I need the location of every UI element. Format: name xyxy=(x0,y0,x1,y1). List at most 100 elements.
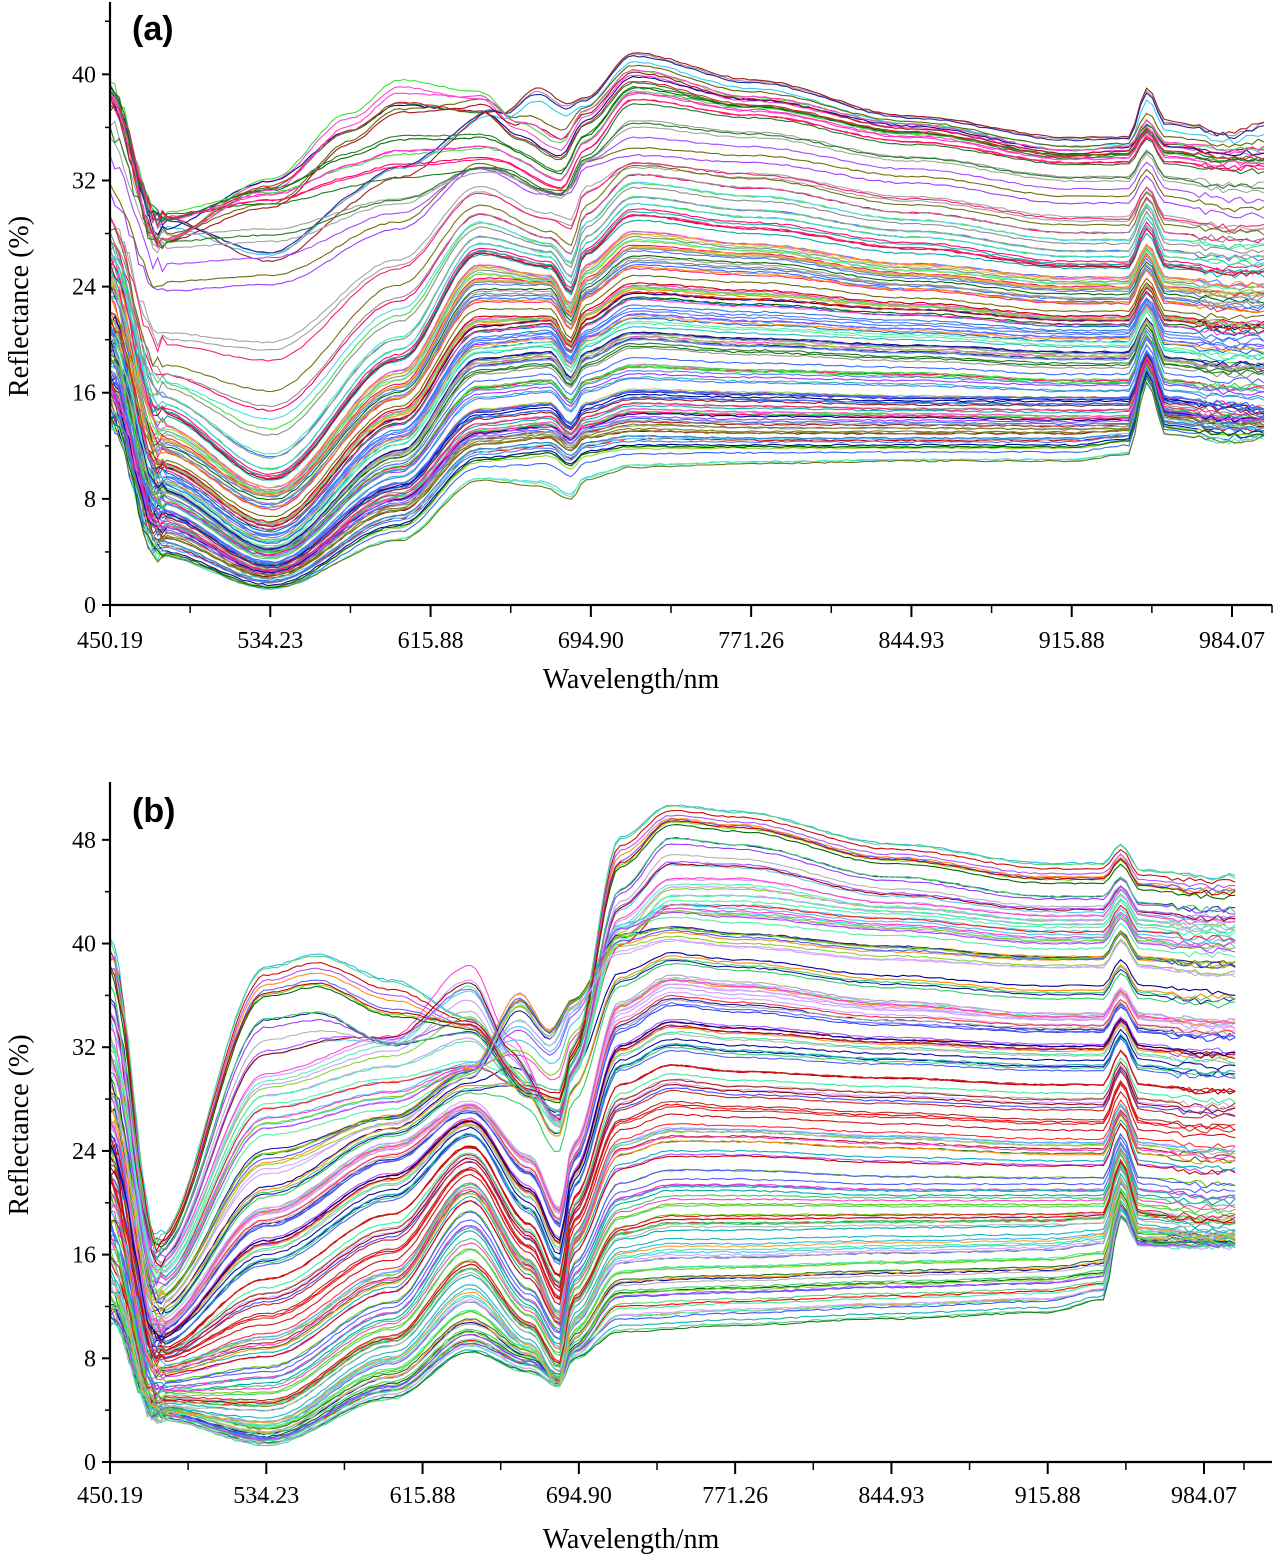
spectrum-line xyxy=(110,1066,1236,1360)
spectrum-line xyxy=(110,356,1265,572)
spectrum-line xyxy=(110,344,1265,564)
spectrum-line xyxy=(110,310,1265,547)
spectrum-line xyxy=(110,1122,1236,1379)
spectrum-line xyxy=(110,255,1265,501)
spectrum-line xyxy=(110,1199,1236,1435)
x-tick-label: 771.26 xyxy=(718,628,784,654)
y-axis-title: Reflectance (%) xyxy=(4,216,35,397)
spectrum-line xyxy=(110,1070,1236,1360)
spectrum-line xyxy=(110,71,1265,250)
spectrum-line xyxy=(110,1176,1236,1424)
y-tick-label: 8 xyxy=(84,487,96,513)
spectrum-line xyxy=(110,374,1265,589)
spectrum-line xyxy=(110,162,1265,362)
spectrum-line xyxy=(110,1080,1236,1359)
spectrum-line xyxy=(110,353,1265,569)
panel-a: 0 8 16 24 32 40 450.19 534.23 615.88 694.90 771.26… xyxy=(0,0,1286,710)
spectrum-line xyxy=(110,1172,1236,1419)
spectrum-line xyxy=(110,1110,1236,1378)
spectrum-line xyxy=(110,302,1265,539)
spectrum-line xyxy=(110,305,1265,541)
spectrum-line xyxy=(110,136,1265,273)
spectrum-line xyxy=(110,910,1236,1294)
spectrum-line xyxy=(110,333,1264,554)
spectrum-line xyxy=(110,962,1236,1324)
x-tick-label: 534.23 xyxy=(237,628,303,654)
x-tick-label: 984.07 xyxy=(1171,1483,1237,1509)
spectrum-line xyxy=(110,1090,1236,1363)
spectrum-line xyxy=(110,85,1265,227)
spectrum-line xyxy=(110,911,1236,1291)
spectrum-line xyxy=(110,1028,1236,1342)
spectrum-line xyxy=(110,1024,1236,1344)
x-tick-label: 450.19 xyxy=(77,628,143,654)
spectrum-line xyxy=(110,356,1265,571)
spectrum-line xyxy=(110,310,1265,543)
spectrum-line xyxy=(110,236,1265,493)
y-tick-label: 0 xyxy=(84,1450,96,1476)
spectrum-line xyxy=(110,854,1236,1267)
spectrum-line xyxy=(110,1119,1236,1377)
y-tick-label: 8 xyxy=(84,1346,96,1372)
spectrum-line xyxy=(110,994,1236,1333)
spectrum-line xyxy=(110,817,1236,1245)
y-tick-label: 32 xyxy=(72,1035,96,1061)
spectrum-line xyxy=(110,1022,1236,1338)
spectrum-line xyxy=(110,318,1265,552)
spectrum-line xyxy=(110,64,1265,240)
spectrum-line xyxy=(110,959,1236,1314)
spectrum-line xyxy=(110,154,1265,292)
spectrum-line xyxy=(110,929,1236,1305)
x-tick-label: 984.07 xyxy=(1199,628,1265,654)
spectrum-line xyxy=(110,219,1265,481)
spectrum-line xyxy=(110,265,1265,509)
spectrum-line xyxy=(110,1204,1236,1439)
spectrum-line xyxy=(110,210,1265,477)
spectrum-line xyxy=(110,1114,1236,1375)
spectrum-line xyxy=(110,367,1265,582)
x-tick-label: 615.88 xyxy=(398,628,464,654)
spectrum-line xyxy=(110,843,1236,1254)
spectrum-line xyxy=(110,147,1265,289)
spectrum-line xyxy=(110,281,1265,523)
spectrum-line xyxy=(110,1146,1236,1401)
spectrum-line xyxy=(110,1018,1236,1340)
spectrum-line xyxy=(110,81,1265,220)
spectrum-line xyxy=(110,307,1265,542)
spectrum-line xyxy=(110,983,1236,1332)
spectrum-line xyxy=(110,292,1265,533)
spectrum-line xyxy=(110,93,1265,222)
spectrum-line xyxy=(110,1016,1236,1342)
spectrum-line xyxy=(110,1141,1236,1387)
series-group xyxy=(110,804,1236,1447)
spectrum-line xyxy=(110,55,1265,254)
spectrum-line xyxy=(110,1064,1236,1354)
spectrum-line xyxy=(110,162,1265,344)
spectrum-line xyxy=(110,267,1265,511)
spectrum-line xyxy=(110,1193,1236,1434)
spectrum-line xyxy=(110,958,1236,1318)
spectrum-line xyxy=(110,164,1265,393)
y-axis-title: Reflectance (%) xyxy=(4,1034,35,1215)
spectrum-line xyxy=(110,883,1236,1271)
spectrum-line xyxy=(110,68,1265,250)
spectrum-line xyxy=(110,916,1236,1295)
spectrum-line xyxy=(110,52,1265,262)
spectrum-line xyxy=(110,364,1265,579)
x-axis-title: Wavelength/nm xyxy=(543,1524,720,1555)
spectrum-line xyxy=(110,233,1265,492)
spectrum-line xyxy=(110,1109,1236,1374)
spectrum-line xyxy=(110,1177,1236,1426)
spectrum-line xyxy=(110,368,1265,584)
spectrum-line xyxy=(110,291,1265,530)
spectrum-line xyxy=(110,370,1265,587)
chart-a: 0 8 16 24 32 40 450.19 534.23 615.88 694.90 771.26… xyxy=(4,2,1273,695)
spectrum-line xyxy=(110,877,1236,1269)
spectrum-line xyxy=(110,1207,1236,1442)
spectrum-line xyxy=(110,885,1236,1267)
panel-label: (a) xyxy=(132,10,174,48)
y-tick-label: 40 xyxy=(72,932,96,958)
spectrum-line xyxy=(110,232,1265,489)
spectrum-line xyxy=(110,1143,1236,1396)
spectrum-line xyxy=(110,1136,1236,1391)
